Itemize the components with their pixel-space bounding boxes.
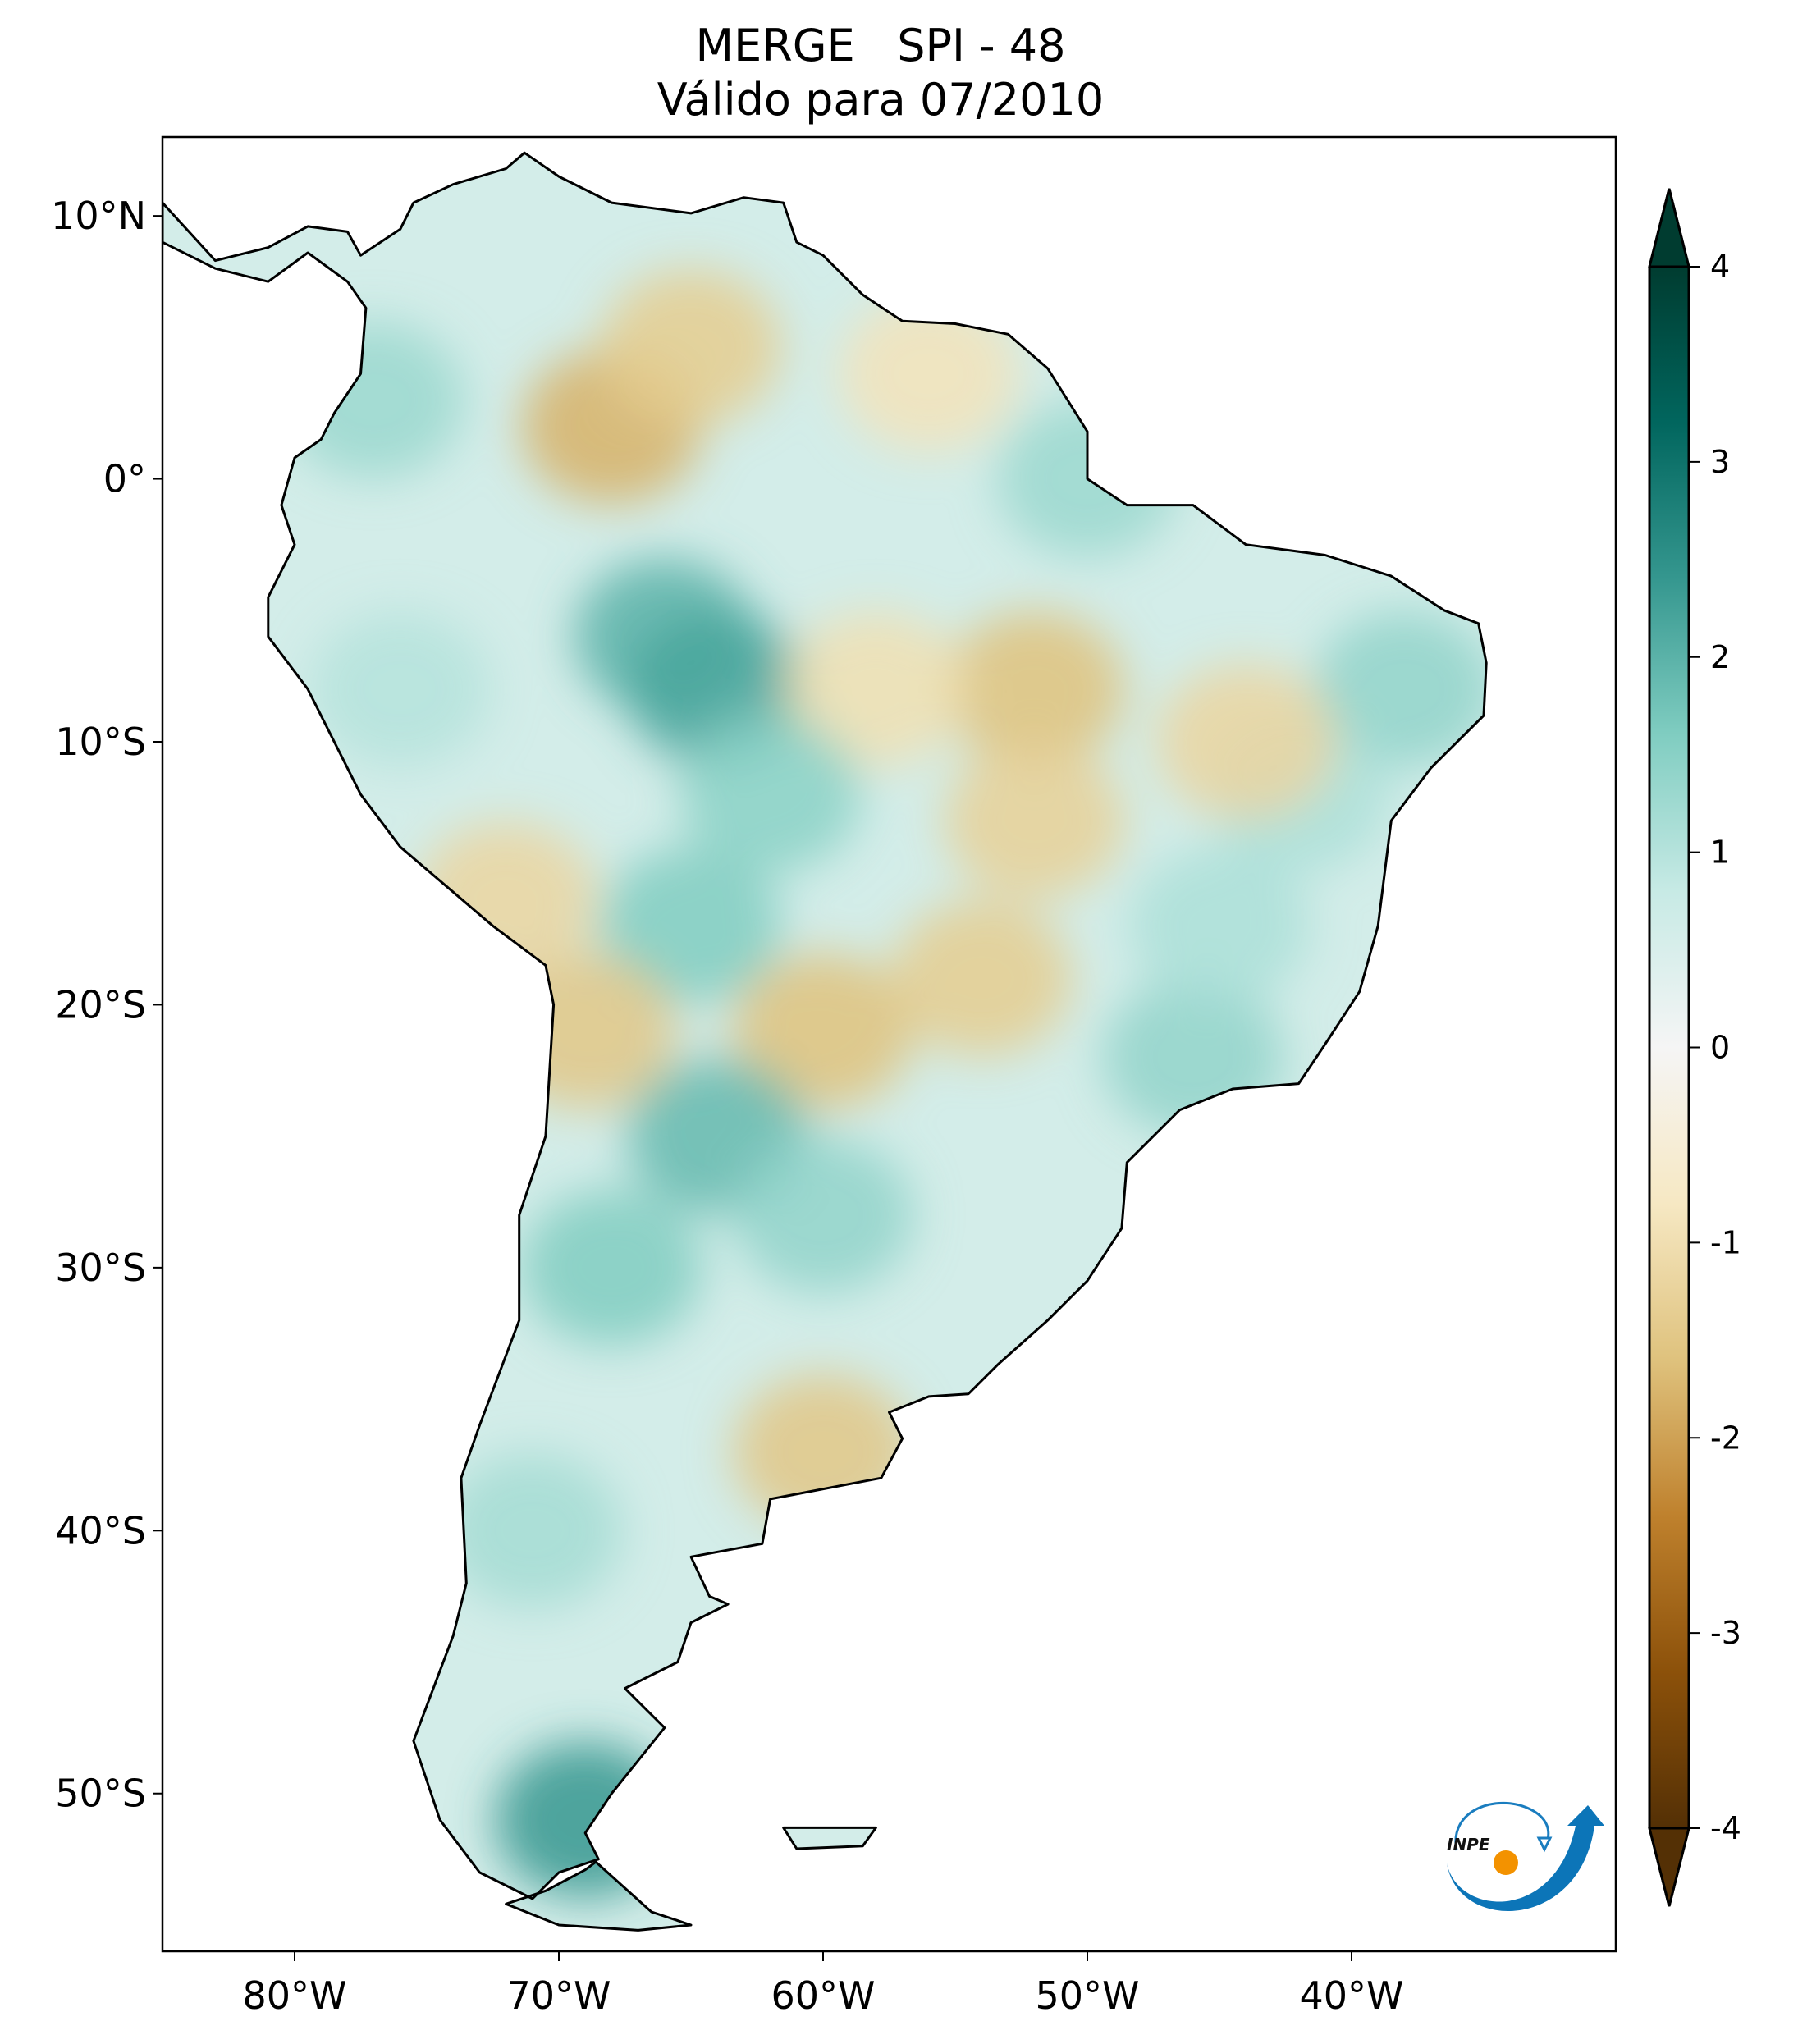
x-tick-label: 70°W	[506, 1973, 611, 2018]
anomaly-region	[441, 1452, 623, 1609]
x-tick-label: 60°W	[771, 1973, 875, 2018]
logo-sun	[1494, 1850, 1518, 1875]
y-tick-label: 20°S	[55, 982, 146, 1027]
x-tick-label: 50°W	[1035, 1973, 1139, 2018]
anomaly-region	[521, 1189, 702, 1346]
coastline-path	[162, 151, 1488, 1900]
colorbar-tick-label: -4	[1710, 1810, 1741, 1846]
logo-text: INPE	[1447, 1835, 1490, 1854]
coastline-path	[782, 1826, 877, 1850]
anomaly-region	[944, 610, 1125, 767]
anomaly-region	[733, 953, 913, 1109]
anomaly-region	[785, 610, 967, 767]
y-axis-ticks: 10°N 0° 10°S 20°S 30°S 40°S 50°S	[51, 194, 162, 1816]
colorbar-tick-label: 4	[1710, 249, 1730, 285]
coastline-path	[505, 1860, 693, 1932]
x-tick-label: 80°W	[242, 1973, 346, 2018]
colorbar-body	[1648, 188, 1690, 1907]
chart-title: MERGE SPI - 48	[696, 20, 1066, 71]
y-tick-label: 30°S	[55, 1246, 146, 1290]
colorbar-extend-max	[1648, 188, 1690, 268]
anomaly-region	[944, 743, 1125, 899]
colorbar-tick-label: 2	[1710, 639, 1730, 675]
anomaly-region	[1129, 848, 1310, 1004]
colorbar-ticks: 4 3 2 1 0 -1 -2 -3 -4	[1689, 249, 1741, 1846]
anomaly-region	[309, 610, 491, 767]
x-axis-ticks: 80°W 70°W 60°W 50°W 40°W	[242, 1951, 1404, 2018]
anomaly-region	[838, 295, 1019, 452]
y-tick-label: 10°S	[55, 720, 146, 764]
y-tick-label: 40°S	[55, 1508, 146, 1552]
map-frame	[161, 135, 1617, 1953]
coastline	[162, 151, 1488, 1932]
colorbar-tick-label: -2	[1710, 1420, 1741, 1456]
anomaly-region	[601, 848, 781, 1004]
anomaly-region	[891, 900, 1073, 1057]
colorbar-extend-min	[1648, 1827, 1690, 1907]
anomaly-region	[1314, 610, 1487, 767]
colorbar-tick-label: 1	[1710, 835, 1730, 871]
y-tick-label: 10°N	[51, 194, 146, 238]
colorbar: 4 3 2 1 0 -1 -2 -3 -4	[1648, 188, 1741, 1907]
colorbar-tick-label: 3	[1710, 444, 1730, 480]
colorbar-tick-label: 0	[1710, 1030, 1730, 1066]
anomaly-region	[733, 1136, 913, 1293]
y-tick-label: 0°	[103, 457, 146, 501]
chart-subtitle: Válido para 07/2010	[657, 74, 1104, 126]
x-tick-label: 40°W	[1299, 1973, 1403, 2018]
anomaly-region	[1155, 664, 1337, 820]
y-tick-label: 50°S	[55, 1772, 146, 1816]
anomaly-region	[601, 269, 781, 426]
anomaly-region	[679, 716, 861, 873]
inpe-logo: INPE	[1447, 1801, 1604, 1912]
colorbar-tick-label: -3	[1710, 1615, 1741, 1651]
colorbar-tick-label: -1	[1710, 1224, 1741, 1260]
